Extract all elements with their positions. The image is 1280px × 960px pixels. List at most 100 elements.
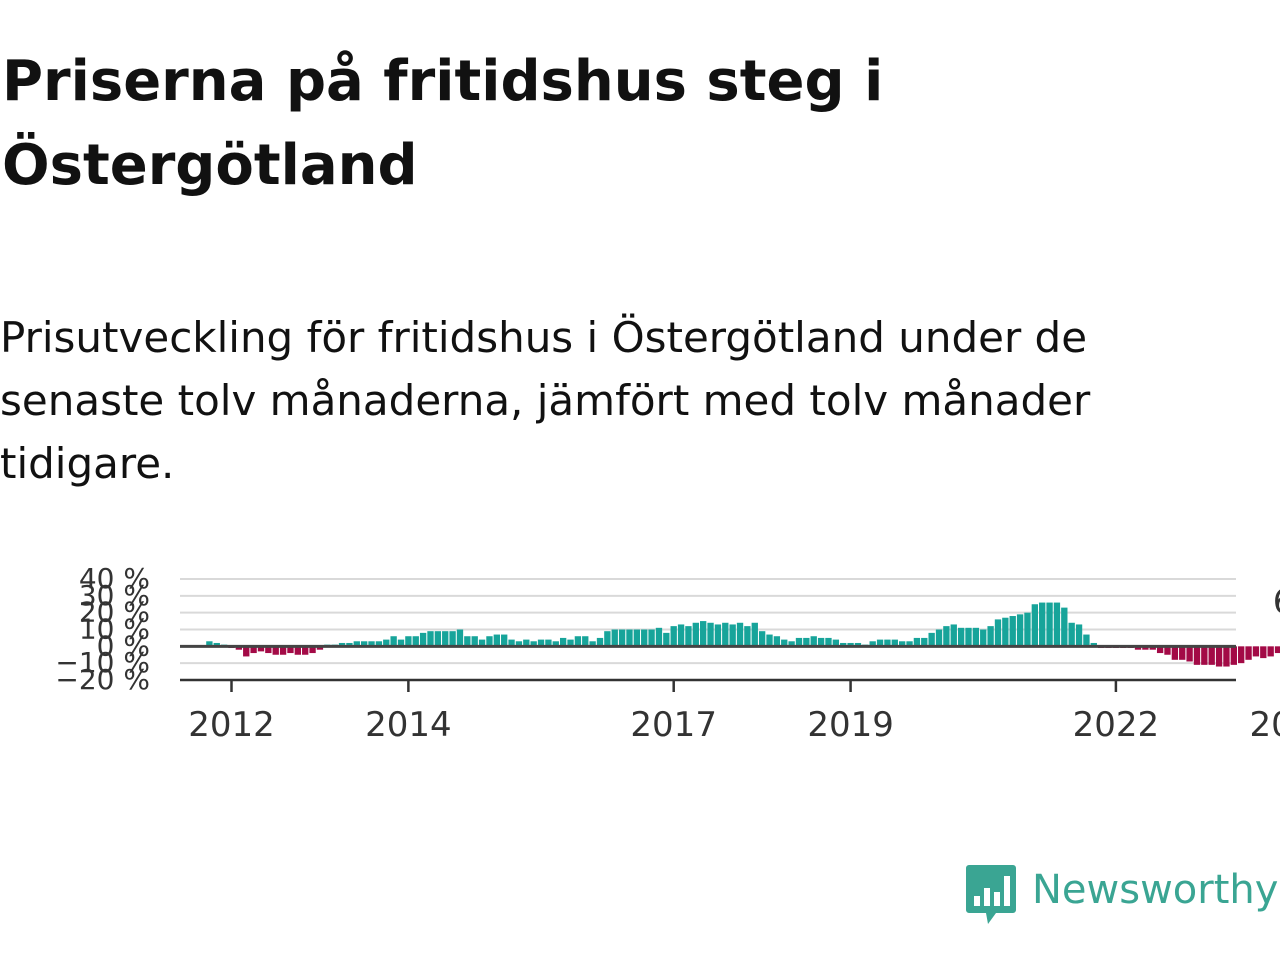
bar [1274, 646, 1280, 654]
bar [471, 636, 478, 647]
bar [817, 637, 825, 647]
bar [869, 641, 876, 647]
bar [899, 641, 906, 647]
bar [442, 631, 449, 647]
bar [803, 637, 810, 647]
bar [655, 627, 663, 647]
bar [419, 632, 427, 647]
bar [493, 634, 500, 647]
chart-subtitle: Prisutveckling för fritidshus i Östergöt… [0, 313, 1091, 488]
bar [515, 641, 523, 647]
bar [1053, 602, 1061, 647]
bar [935, 629, 943, 647]
tick-labels: 40 %30 %20 %10 %0 %−10 %−20 % 2012 2014 201… [55, 562, 1280, 745]
bar [243, 646, 250, 657]
bar [611, 629, 618, 647]
bar [788, 641, 795, 647]
bar [1193, 646, 1201, 665]
bar [250, 646, 257, 654]
bar [950, 624, 957, 647]
bar [1186, 646, 1193, 662]
bar [1039, 602, 1046, 647]
bar [523, 639, 530, 647]
bar [574, 636, 582, 647]
bar [795, 637, 803, 647]
bar [913, 637, 921, 647]
bar [257, 646, 265, 652]
y-tick-label: −10 % [55, 646, 150, 679]
bar [1245, 646, 1252, 660]
bar [287, 646, 294, 654]
bar [1252, 646, 1260, 657]
bar [1031, 604, 1038, 647]
bar [906, 641, 913, 647]
bar [1267, 646, 1274, 657]
bar [265, 646, 272, 654]
bar [486, 636, 493, 647]
bar [714, 624, 722, 647]
bar [626, 629, 633, 647]
bar [943, 626, 950, 647]
y-tick-label: 20 % [79, 596, 150, 629]
bar [604, 631, 611, 647]
bar [1171, 646, 1179, 660]
brand-name: Newsworthy [1032, 867, 1279, 913]
bar [353, 641, 360, 647]
bar [464, 636, 471, 647]
bar [1223, 646, 1230, 667]
bar [618, 629, 626, 647]
bar [781, 639, 788, 647]
newsworthy-logo-icon [966, 865, 1016, 924]
bar [434, 631, 442, 647]
bar [876, 639, 884, 647]
bar [700, 621, 707, 647]
bar [840, 642, 847, 647]
bar [582, 636, 589, 647]
bar [368, 641, 375, 647]
bar [456, 629, 464, 647]
bar [478, 639, 486, 647]
bar [692, 622, 699, 647]
bar [1134, 646, 1142, 650]
bar [294, 646, 301, 655]
grid-lines [180, 578, 1236, 665]
bar [383, 639, 390, 647]
bar [508, 639, 515, 647]
bar [854, 642, 862, 647]
bar [1179, 646, 1186, 660]
bar [825, 637, 832, 647]
bar [1230, 646, 1237, 665]
bar [375, 641, 383, 647]
bar [1156, 646, 1164, 654]
bar [957, 627, 965, 647]
bar [1016, 614, 1024, 647]
bar [596, 637, 604, 647]
bar [1090, 642, 1097, 647]
x-tick-label: 2014 [365, 705, 452, 745]
bar [729, 624, 736, 647]
bar [633, 629, 641, 647]
bar [427, 631, 434, 647]
bar [722, 622, 729, 647]
bar [648, 629, 655, 647]
bar [758, 631, 766, 647]
bar [1149, 646, 1156, 650]
bar [1238, 646, 1245, 664]
x-tick-label: 2022 [1073, 705, 1160, 745]
bar [449, 631, 456, 647]
bar [670, 626, 677, 647]
bar [1002, 617, 1009, 647]
bar [272, 646, 279, 655]
x-tick-label: 2024 [1250, 705, 1280, 745]
bar [390, 636, 397, 647]
bar [559, 637, 567, 647]
bar [1046, 602, 1053, 647]
bar [928, 632, 935, 647]
bar [1083, 634, 1090, 647]
bar-chart: 40 %30 %20 %10 %0 %−10 %−20 % 2012 2014 201… [55, 562, 1280, 745]
bar [545, 639, 552, 647]
bar [1061, 607, 1068, 647]
bar [1075, 624, 1083, 647]
bar [213, 642, 220, 647]
bar [677, 624, 685, 647]
